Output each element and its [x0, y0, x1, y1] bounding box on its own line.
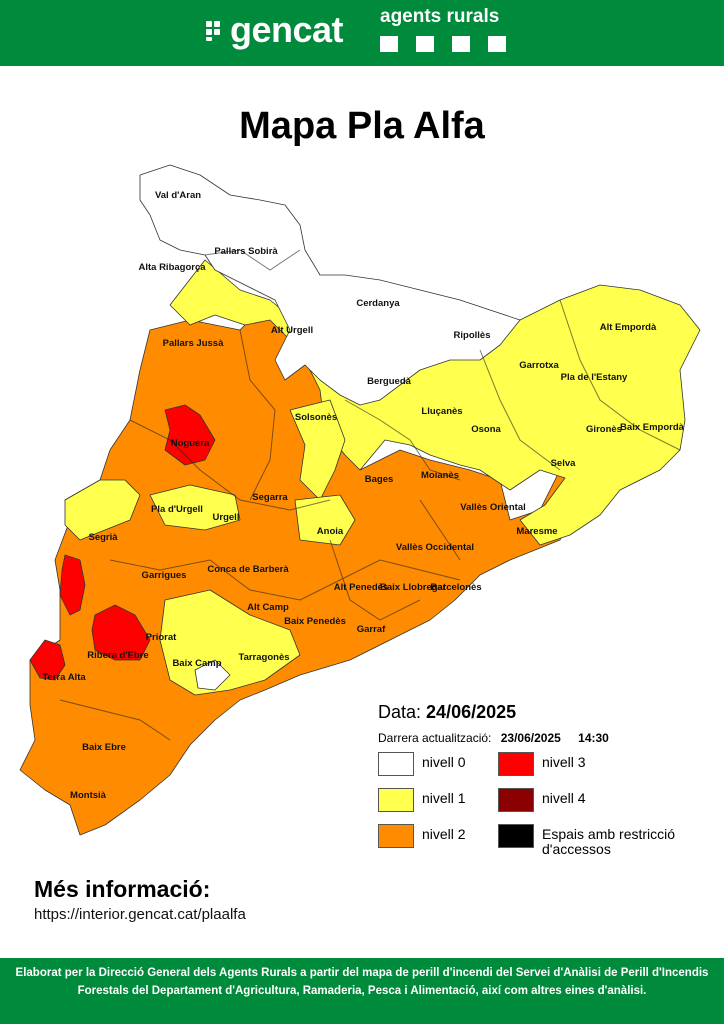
map-svg — [19, 164, 701, 836]
zone-nivell-1-solsones — [289, 399, 346, 501]
zone-nivell-0 — [139, 164, 521, 406]
label-tarragones: Tarragonès — [238, 652, 290, 663]
legend-swatch — [498, 752, 534, 776]
legend-item-nivell-1: nivell 1 — [378, 788, 466, 812]
label-alt-emporda: Alt Empordà — [599, 322, 657, 333]
label-llucanes: Lluçanès — [421, 406, 463, 417]
label-baix-ebre: Baix Ebre — [82, 742, 126, 753]
label-baix-emporda: Baix Empordà — [620, 422, 684, 433]
label-bergueda: Berguedà — [367, 376, 411, 387]
last-update-date: 23/06/2025 — [500, 731, 561, 745]
zone-nivell-3-noguera — [164, 404, 216, 466]
label-maresme: Maresme — [516, 526, 558, 537]
zone-nivell-3-segria — [59, 554, 86, 616]
label-terra-alta: Terra Alta — [42, 672, 86, 683]
label-baix-llobregat: Baix Llobregat — [380, 582, 446, 593]
zone-nivell-3-terra-alta — [29, 639, 66, 681]
legend-label: nivell 2 — [422, 826, 466, 842]
label-ripolles: Ripollès — [453, 330, 491, 341]
label-pallars-jussa: Pallars Jussà — [162, 338, 224, 349]
agents-rurals-logo[interactable]: agents rurals — [380, 6, 506, 52]
label-segarra: Segarra — [252, 492, 288, 503]
more-info-title: Més informació: — [34, 876, 211, 902]
label-valles-occidental: Vallès Occidental — [395, 542, 475, 553]
label-alta-ribagorca: Alta Ribagorça — [138, 262, 206, 273]
comarca-borders — [59, 249, 681, 741]
catalonia-fire-risk-map: Val d'Aran Pallars Sobirà Alta Ribagorça… — [0, 150, 724, 850]
label-selva: Selva — [550, 458, 576, 469]
label-urgell: Urgell — [212, 512, 240, 523]
label-montsia: Montsià — [70, 790, 106, 801]
legend-swatch — [378, 824, 414, 848]
agency-name: agents rurals — [380, 6, 500, 27]
legend-swatch — [498, 788, 534, 812]
label-baix-penedes: Baix Penedès — [284, 616, 346, 627]
label-valles-oriental: Vallès Oriental — [460, 502, 526, 513]
legend-item-nivell-0: nivell 0 — [378, 752, 466, 776]
date-row: Data: 24/06/2025 — [378, 702, 516, 723]
zone-nivell-1-west — [64, 479, 141, 541]
label-baix-camp: Baix Camp — [172, 658, 222, 669]
label-ribera-d-ebre: Ribera d'Ebre — [87, 650, 149, 661]
label-val-d-aran: Val d'Aran — [154, 190, 202, 201]
zone-nivell-0-tarragones — [194, 659, 231, 691]
label-segria: Segrià — [88, 532, 118, 543]
legend-item-nivell-3: nivell 3 — [498, 752, 586, 776]
page-title: Mapa Pla Alfa — [239, 105, 485, 147]
legend-item-nivell-2: nivell 2 — [378, 824, 466, 848]
zone-nivell-1-urgell — [149, 484, 241, 531]
legend-label: nivell 0 — [422, 754, 466, 770]
label-alt-urgell: Alt Urgell — [270, 325, 314, 336]
label-priorat: Priorat — [145, 632, 177, 643]
agency-squares-icon — [380, 36, 506, 52]
label-girones: Gironès — [586, 424, 622, 435]
label-garrotxa: Garrotxa — [519, 360, 559, 371]
last-update-time: 14:30 — [578, 731, 609, 745]
legend-label: nivell 1 — [422, 790, 466, 806]
legend-label: nivell 3 — [542, 754, 586, 770]
date-label: Data: — [378, 702, 422, 722]
brand-name: gencat — [230, 9, 344, 50]
label-alt-penedes: Alt Penedès — [333, 582, 389, 593]
label-moianes: Moianès — [420, 470, 460, 481]
label-garraf: Garraf — [356, 624, 386, 635]
gencat-dots-icon — [206, 19, 224, 41]
legend-item-restriccio: Espais amb restricció d'accessos — [498, 824, 708, 857]
gencat-logo[interactable]: gencat — [206, 9, 344, 50]
header-bar: gencat agents rurals — [0, 0, 724, 66]
last-update-row: Darrera actualització: 23/06/2025 14:30 — [378, 731, 609, 745]
label-pla-d-urgell: Pla d'Urgell — [151, 504, 203, 515]
label-osona: Osona — [471, 424, 501, 435]
label-conca-de-barbera: Conca de Barberà — [207, 564, 289, 575]
map-legend: nivell 0 nivell 3 nivell 1 nivell 4 nive… — [378, 752, 708, 857]
label-pla-de-l-estany: Pla de l'Estany — [560, 372, 628, 383]
label-cerdanya: Cerdanya — [356, 298, 400, 309]
legend-item-nivell-4: nivell 4 — [498, 788, 586, 812]
label-solsones: Solsonès — [294, 412, 338, 423]
date-value: 24/06/2025 — [426, 702, 517, 722]
zone-nivell-1-camp — [159, 589, 301, 696]
last-update-label: Darrera actualització: — [378, 731, 492, 745]
label-barcelones: Barcelonès — [430, 582, 482, 593]
legend-swatch — [378, 752, 414, 776]
legend-label: nivell 4 — [542, 790, 586, 806]
label-pallars-sobira: Pallars Sobirà — [214, 246, 278, 257]
zone-nivell-1-anoia — [294, 494, 356, 546]
label-bages: Bages — [364, 474, 394, 485]
label-alt-camp: Alt Camp — [247, 602, 289, 613]
label-noguera: Noguera — [170, 438, 210, 449]
legend-swatch — [498, 824, 534, 848]
more-info-link[interactable]: https://interior.gencat.cat/plaalfa — [34, 906, 246, 923]
zone-nivell-3-ribera — [91, 604, 151, 661]
label-garrigues: Garrigues — [141, 570, 187, 581]
footer-credits: Elaborat per la Direcció General dels Ag… — [0, 958, 724, 1024]
label-anoia: Anoia — [316, 526, 344, 537]
legend-swatch — [378, 788, 414, 812]
legend-label: Espais amb restricció d'accessos — [542, 826, 676, 857]
